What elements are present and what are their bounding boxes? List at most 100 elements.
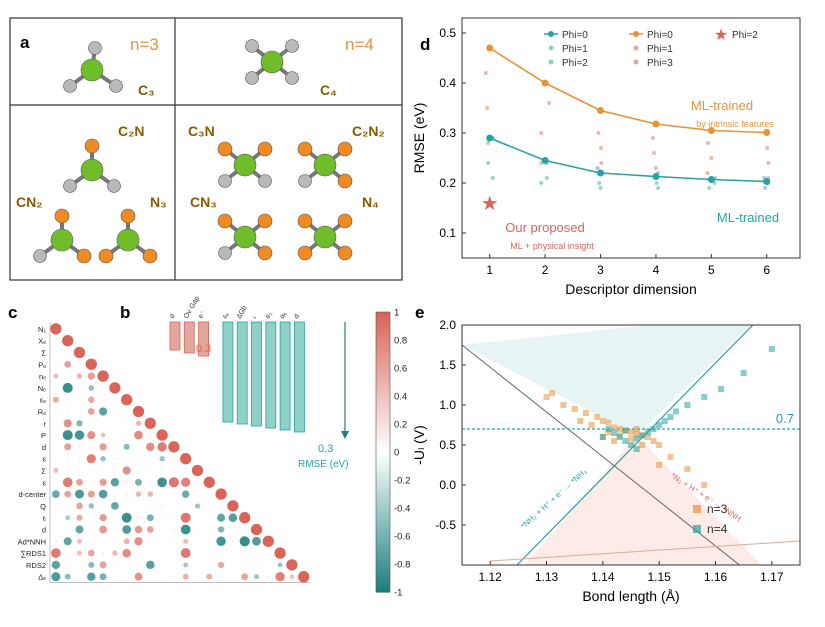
rmse-bar xyxy=(251,321,262,427)
x-tick-label-e: 1.14 xyxy=(591,570,615,584)
matrix-cell xyxy=(137,505,140,507)
matrix-cell xyxy=(208,552,211,554)
matrix-cell xyxy=(173,505,175,507)
colorbar-segment xyxy=(376,360,390,365)
matrix-cell xyxy=(289,574,295,579)
colorbar-segment xyxy=(376,344,390,349)
matrix-cell xyxy=(73,346,86,359)
colorbar-segment xyxy=(376,568,390,573)
matrix-row-label: Pₑ xyxy=(38,360,46,369)
colorbar-tick: 0.2 xyxy=(394,420,407,431)
colorbar-segment xyxy=(376,580,390,585)
nitrogen-atom xyxy=(98,248,114,264)
scatter-point-n4 xyxy=(718,386,725,392)
matrix-cell xyxy=(77,538,82,544)
legend-swatch-e xyxy=(692,505,701,513)
matrix-cell xyxy=(146,442,155,452)
x-tick-label-d: 5 xyxy=(708,263,715,277)
matrix-cell xyxy=(100,456,106,462)
matrix-cell xyxy=(87,572,96,581)
colorbar-segment xyxy=(376,484,390,489)
matrix-cell xyxy=(75,489,84,499)
rmse-bar xyxy=(265,321,277,429)
legend-swatch-dot xyxy=(548,31,554,37)
matrix-cell xyxy=(180,453,192,465)
scatter-point-n3 xyxy=(560,402,567,408)
scatter-point-n4 xyxy=(622,438,629,444)
matrix-cell xyxy=(208,540,211,543)
matrix-cell xyxy=(63,537,72,546)
our-proposed-sublabel: ML + physical insight xyxy=(510,241,594,251)
y-tick-label-e: 0.0 xyxy=(439,478,456,492)
matrix-cell xyxy=(267,564,270,566)
matrix-cell xyxy=(76,478,83,486)
matrix-cell xyxy=(250,523,263,536)
teal-bar-value: 0.3 xyxy=(318,443,333,455)
scatter-point-teal xyxy=(763,186,768,190)
matrix-cell xyxy=(122,548,131,558)
matrix-row-label: εₑ xyxy=(40,396,46,405)
matrix-cell xyxy=(243,552,246,554)
matrix-cell xyxy=(181,477,191,487)
colorbar-segment xyxy=(376,468,390,473)
matrix-cell xyxy=(137,516,140,519)
colorbar-segment xyxy=(376,388,390,393)
plot-frame-d xyxy=(461,17,801,259)
matrix-cell xyxy=(267,575,270,578)
matrix-cell xyxy=(252,536,261,546)
matrix-cell xyxy=(173,552,175,554)
matrix-cell xyxy=(78,457,81,460)
scaling-line-teal xyxy=(516,325,754,565)
center-atom xyxy=(80,58,104,82)
legend-label: Phi=0 xyxy=(647,30,673,41)
colorbar-segment xyxy=(376,492,390,497)
scatter-point-n3 xyxy=(588,422,595,428)
colorbar-segment xyxy=(376,456,390,461)
matrix-cell xyxy=(66,564,69,566)
matrix-cell xyxy=(125,457,128,460)
panel-b-label: b xyxy=(120,303,130,322)
legend-label: Phi=3 xyxy=(647,58,673,69)
scatter-point-n3 xyxy=(571,406,578,412)
colorbar-segment xyxy=(376,532,390,537)
matrix-cell xyxy=(173,493,175,495)
matrix-cell xyxy=(102,540,104,543)
center-atom xyxy=(80,158,104,182)
colorbar-segment xyxy=(376,464,390,469)
scatter-point-n3 xyxy=(628,429,634,436)
matrix-cell xyxy=(137,552,140,554)
matrix-cell xyxy=(66,351,69,354)
matrix-cell xyxy=(274,547,286,559)
matrix-cell xyxy=(78,410,81,413)
colorbar-segment xyxy=(376,324,390,329)
colorbar-segment xyxy=(376,552,390,557)
center-atom xyxy=(116,228,140,252)
scatter-point-n4 xyxy=(740,370,747,376)
matrix-cell xyxy=(125,481,128,484)
matrix-cell xyxy=(99,573,107,581)
matrix-cell xyxy=(137,564,140,566)
colorbar-segment xyxy=(376,316,390,321)
colorbar-tick: 0.4 xyxy=(394,392,407,403)
scatter-point-n3 xyxy=(650,438,657,444)
matrix-cell xyxy=(232,540,234,543)
scatter-point-orange xyxy=(766,161,771,165)
scatter-point-orange xyxy=(706,141,711,145)
center-atom xyxy=(233,153,257,177)
series-point-orange xyxy=(597,107,605,114)
series-point-orange xyxy=(486,44,494,52)
cn3-label: CN₃ xyxy=(190,194,217,210)
y-tick-label-e: -0.5 xyxy=(435,518,456,532)
y-tick-label-d: 0.2 xyxy=(439,176,456,190)
colorbar-tick: -0.6 xyxy=(394,532,410,543)
matrix-cell xyxy=(114,457,116,460)
matrix-cell xyxy=(220,552,222,554)
bar-label: εₑ xyxy=(222,311,231,320)
ml-trained-teal-label: ML-trained xyxy=(717,210,779,225)
matrix-cell xyxy=(76,502,83,510)
nitrogen-atom xyxy=(297,245,313,261)
ml-trained-orange-sublabel: by intrinsic features xyxy=(696,119,774,129)
matrix-cell xyxy=(88,561,95,568)
colorbar-segment xyxy=(376,588,390,593)
matrix-cell xyxy=(99,514,107,522)
